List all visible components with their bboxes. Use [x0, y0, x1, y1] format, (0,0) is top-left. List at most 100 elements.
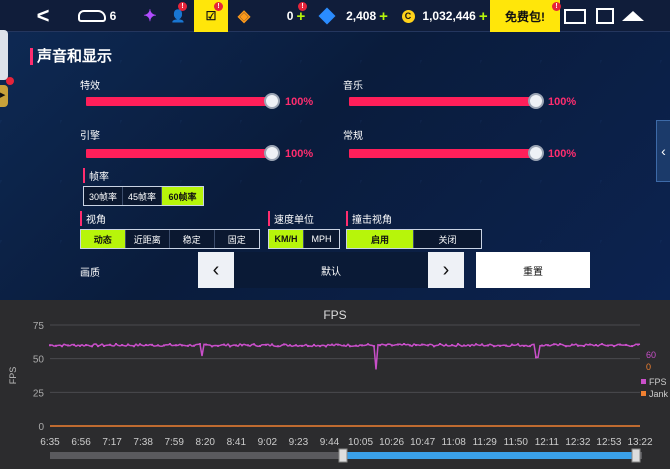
view-option-fixed[interactable]: 固定: [227, 234, 246, 245]
fps-point: [511, 343, 513, 346]
view-option-dynamic[interactable]: 动态: [81, 230, 126, 248]
speed-unit-label: 速度单位: [268, 211, 314, 226]
timeline-handle-left[interactable]: [338, 448, 348, 463]
effects-slider-knob[interactable]: [264, 93, 280, 109]
speed-option-mph[interactable]: MPH: [311, 234, 332, 244]
quality-prev-button[interactable]: ‹: [198, 252, 234, 288]
currency-badge: !: [298, 2, 307, 11]
fps-point: [253, 343, 255, 346]
fps-point: [193, 344, 195, 347]
home-button[interactable]: [620, 0, 646, 32]
quality-next-button[interactable]: ›: [428, 252, 464, 288]
chevron-right-icon: ›: [442, 258, 450, 281]
tokens-value: 2,408: [346, 9, 377, 23]
general-slider[interactable]: [349, 149, 541, 158]
x-tick-label: 12:53: [596, 437, 621, 448]
quality-value: 默认: [234, 252, 428, 288]
general-label: 常规: [343, 131, 363, 142]
x-tick-label: 9:23: [289, 437, 309, 448]
garage-button[interactable]: 6: [72, 0, 122, 32]
right-expand-button[interactable]: ‹: [656, 120, 670, 182]
fps-point: [535, 356, 537, 359]
x-tick-label: 10:05: [348, 437, 373, 448]
engine-slider[interactable]: [86, 149, 278, 158]
general-slider-knob[interactable]: [528, 145, 544, 161]
currency-zero[interactable]: 0 +!: [278, 0, 314, 32]
y-tick-label: 25: [33, 388, 45, 399]
fps-point: [271, 343, 273, 346]
fps-point: [325, 345, 327, 348]
engine-slider-knob[interactable]: [264, 145, 280, 161]
view-selector: 动态 近距离 稳定 固定: [80, 229, 260, 249]
fps-point: [223, 343, 225, 346]
y-axis-label: FPS: [8, 367, 18, 385]
fps-point: [181, 344, 183, 347]
free-pack-button[interactable]: 免费包!!: [490, 0, 561, 32]
x-tick-label: 9:44: [320, 437, 340, 448]
fps-point: [637, 343, 639, 346]
timeline-scrollbar-thumb[interactable]: [343, 452, 639, 459]
free-pack-label: 免费包!: [505, 9, 545, 24]
fps-point: [625, 343, 627, 346]
crash-option-off[interactable]: 关闭: [438, 234, 457, 245]
back-button[interactable]: <: [28, 0, 58, 32]
fps-point: [613, 345, 615, 348]
season-icon[interactable]: ✦: [143, 8, 157, 25]
fps-point: [463, 344, 465, 347]
music-slider-knob[interactable]: [528, 93, 544, 109]
fps-legend-value: 60: [646, 350, 656, 360]
plus-icon: +: [379, 7, 388, 25]
fps-point: [373, 345, 375, 348]
reset-button[interactable]: 重置: [476, 252, 590, 288]
fps-point: [565, 345, 567, 348]
tokens-display[interactable]: 2,408 +: [342, 0, 392, 32]
token-icon: [316, 0, 338, 32]
framerate-option-60[interactable]: 60帧率: [162, 187, 203, 205]
view-option-stable[interactable]: 稳定: [170, 230, 215, 248]
fps-point: [301, 344, 303, 347]
shop-coin-icon[interactable]: ◈: [237, 8, 251, 25]
effects-label: 特效: [80, 81, 100, 92]
fps-point: [49, 344, 51, 347]
fps-point: [169, 343, 171, 346]
y-tick-label: 75: [33, 321, 45, 332]
gift-button[interactable]: [592, 0, 618, 32]
framerate-option-30[interactable]: 30帧率: [84, 187, 123, 205]
framerate-selector: 30帧率 45帧率 60帧率: [83, 186, 204, 206]
fps-point: [595, 343, 597, 346]
x-tick-label: 6:35: [40, 437, 60, 448]
fps-point: [97, 345, 99, 348]
music-slider[interactable]: [349, 97, 541, 106]
fps-point: [583, 345, 585, 348]
left-expand-handle[interactable]: ▶: [0, 85, 8, 107]
music-value: 100%: [548, 96, 577, 108]
mail-icon: [564, 8, 586, 24]
effects-slider[interactable]: [86, 97, 278, 106]
fps-point: [403, 343, 405, 346]
timeline-handle-right[interactable]: [631, 448, 641, 463]
framerate-option-45[interactable]: 45帧率: [123, 187, 162, 205]
credits-value: 1,032,446: [422, 9, 476, 23]
events-button[interactable]: ☑!: [194, 0, 228, 32]
mail-button[interactable]: [562, 0, 588, 32]
fps-point: [361, 344, 363, 347]
credit-symbol: C: [401, 9, 415, 23]
engine-label: 引擎: [80, 131, 100, 142]
credits-display[interactable]: 1,032,446 +: [420, 0, 490, 32]
fps-series-line: [49, 343, 641, 370]
fps-point: [367, 343, 369, 346]
x-tick-label: 8:20: [196, 437, 216, 448]
left-drawer-handle[interactable]: [0, 30, 8, 80]
speed-option-kmh[interactable]: KM/H: [269, 230, 305, 248]
framerate-label: 帧率: [83, 168, 109, 183]
crash-option-on[interactable]: 启用: [347, 230, 414, 248]
fps-point: [487, 344, 489, 347]
jank-legend-value: 0: [646, 362, 651, 372]
fps-point: [481, 343, 483, 346]
fps-point: [109, 343, 111, 346]
fps-point: [517, 343, 519, 346]
fps-point: [505, 344, 507, 347]
profile-button[interactable]: 👤!: [164, 0, 192, 32]
fps-point: [163, 344, 165, 347]
view-option-close[interactable]: 近距离: [126, 230, 170, 248]
